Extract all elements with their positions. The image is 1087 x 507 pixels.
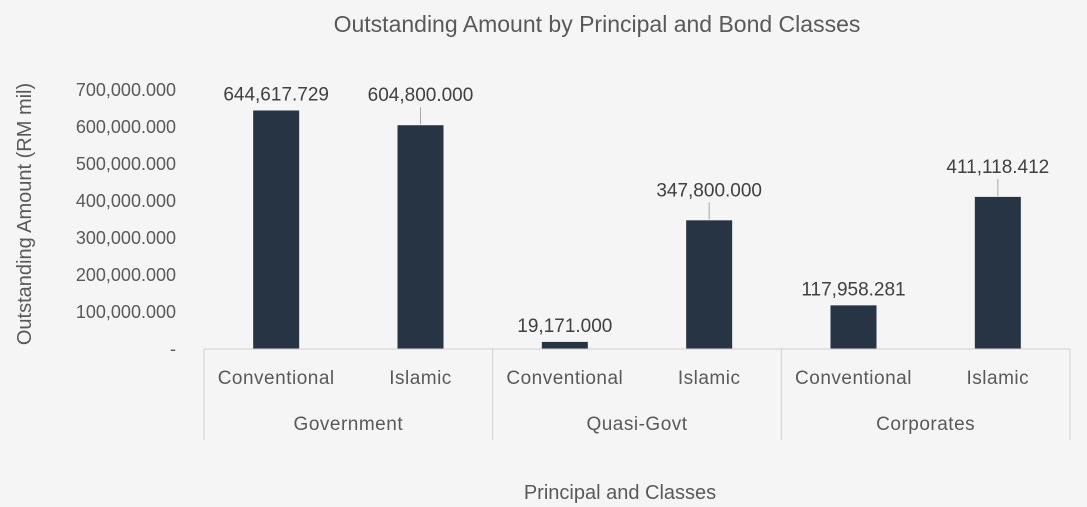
y-tick-label: 300,000.000 bbox=[76, 228, 176, 248]
bar bbox=[253, 110, 300, 349]
category-label: Islamic bbox=[389, 368, 452, 389]
bar bbox=[830, 305, 877, 349]
y-tick-label: 200,000.000 bbox=[76, 265, 176, 285]
data-label: 644,617.729 bbox=[223, 84, 329, 105]
bar bbox=[541, 341, 588, 349]
data-label: 19,171.000 bbox=[517, 316, 612, 337]
y-tick-label: 700,000.000 bbox=[76, 80, 176, 100]
group-label: Corporates bbox=[876, 414, 975, 435]
bar bbox=[397, 125, 444, 349]
bars: 644,617.729 604,800.000 19,171.000 347,800.… bbox=[223, 84, 1049, 349]
y-tick-label: - bbox=[170, 339, 176, 359]
group-label: Government bbox=[294, 414, 404, 435]
y-tick-label: 400,000.000 bbox=[76, 191, 176, 211]
bar bbox=[686, 220, 733, 349]
y-tick-label: 100,000.000 bbox=[76, 302, 176, 322]
y-axis-ticks: - 100,000.000 200,000.000 300,000.000 400,00… bbox=[76, 80, 176, 359]
category-label: Islamic bbox=[678, 368, 741, 389]
data-label: 604,800.000 bbox=[368, 85, 474, 106]
data-label: 117,958.281 bbox=[801, 279, 905, 300]
y-axis-title: Outstanding Amount (RM mil) bbox=[14, 83, 36, 345]
y-tick-label: 600,000.000 bbox=[76, 117, 176, 137]
category-label: Islamic bbox=[967, 368, 1030, 389]
x-axis: Conventional Islamic Government Conventiona… bbox=[203, 348, 1071, 440]
category-label: Conventional bbox=[795, 368, 912, 389]
category-label: Conventional bbox=[506, 368, 623, 389]
chart-title: Outstanding Amount by Principal and Bond… bbox=[334, 11, 861, 37]
x-axis-title: Principal and Classes bbox=[524, 482, 716, 504]
data-label: 347,800.000 bbox=[656, 180, 762, 201]
y-tick-label: 500,000.000 bbox=[76, 154, 176, 174]
category-label: Conventional bbox=[218, 368, 335, 389]
group-label: Quasi-Govt bbox=[586, 414, 687, 435]
data-label: 411,118.412 bbox=[946, 157, 1049, 178]
bar bbox=[974, 196, 1021, 349]
